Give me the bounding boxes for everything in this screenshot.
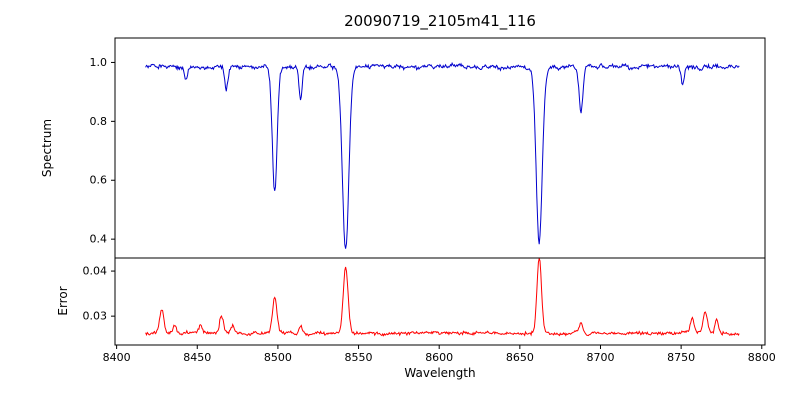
y-tick-label: 0.8 (90, 115, 108, 128)
x-tick-label: 8700 (586, 351, 614, 364)
y-tick-label: 0.6 (90, 174, 108, 187)
x-tick-label: 8400 (103, 351, 131, 364)
y-tick-label: 0.4 (90, 233, 108, 246)
plot-title: 20090719_2105m41_116 (344, 12, 536, 30)
y-tick-label: 1.0 (90, 56, 108, 69)
spectrum-axes (114, 37, 766, 259)
spectrum-line (145, 61, 740, 249)
x-tick-label: 8650 (506, 351, 534, 364)
y-tick-label: 0.04 (83, 265, 108, 278)
x-tick-label: 8450 (183, 351, 211, 364)
x-axis-label: Wavelength (404, 366, 476, 380)
x-tick-label: 8750 (667, 351, 695, 364)
error-line (145, 258, 740, 337)
x-tick-label: 8500 (264, 351, 292, 364)
x-tick-label: 8800 (748, 351, 776, 364)
y-tick-label: 0.03 (83, 310, 108, 323)
x-tick-label: 8600 (425, 351, 453, 364)
error-axes (114, 257, 766, 346)
x-tick-label: 8550 (345, 351, 373, 364)
